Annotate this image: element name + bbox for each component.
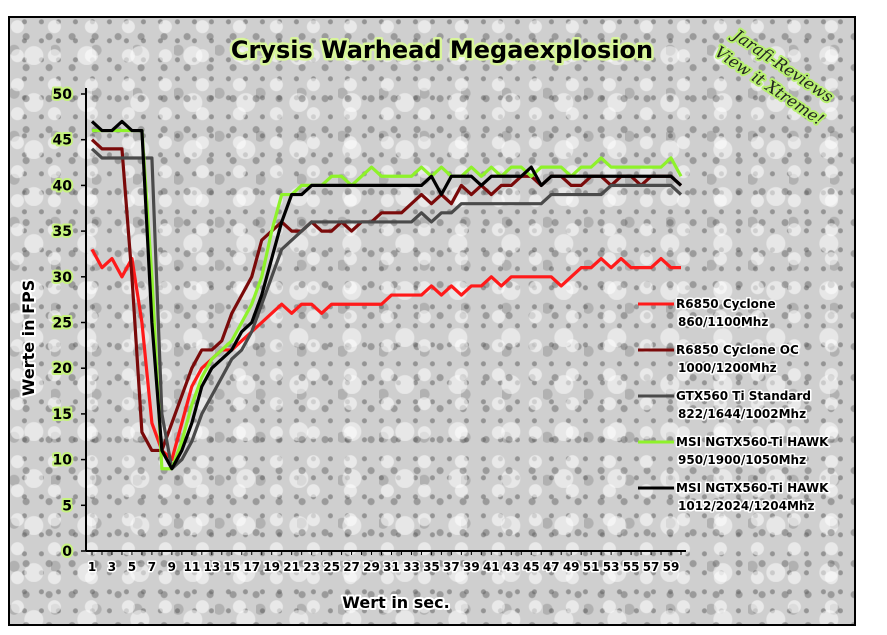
series-line-5 [90,119,683,471]
y-tick-label: 20 [53,361,73,377]
legend-detail-4: 950/1900/1050Mhz [678,453,806,467]
x-tick-label: 35 [423,560,440,574]
x-tick-label: 13 [203,560,220,574]
legend-name-4: MSI NGTX560-Ti HAWK [676,435,829,449]
x-tick-label: 29 [363,560,380,574]
x-tick-label: 11 [183,560,200,574]
x-axis-label: Wert in sec. [342,593,449,612]
x-tick-label: 53 [603,560,620,574]
legend-detail-5: 1012/2024/1204Mhz [678,499,814,513]
x-tick-label: 55 [623,560,640,574]
x-tick-label: 19 [263,560,280,574]
legend-name-1: R6850 Cyclone [676,297,776,311]
series-line-3 [90,147,683,471]
x-tick-label: 21 [283,560,300,574]
y-tick-label: 30 [53,270,73,286]
series-line-1 [90,248,681,462]
legend-name-5: MSI NGTX560-Ti HAWK [676,481,829,495]
y-tick-label: 45 [53,133,72,149]
y-tick-label: 15 [53,407,72,423]
line-chart: Crysis Warhead Megaexplosion Jarafi-Revi… [17,22,839,614]
series-line-4 [92,128,683,471]
legend-detail-3: 822/1644/1002Mhz [678,407,806,421]
x-tick-label: 25 [323,560,340,574]
x-tick-label: 45 [523,560,540,574]
y-tick-label: 35 [53,224,72,240]
series-line-2 [90,138,683,453]
x-tick-label: 47 [543,560,560,574]
y-tick-label: 50 [53,87,73,103]
legend-name-2: R6850 Cyclone OC [676,343,799,357]
legend-detail-2: 1000/1200Mhz [678,361,777,375]
x-tick-label: 59 [663,560,680,574]
x-tick-label: 1 [88,560,96,574]
x-tick-label: 39 [463,560,480,574]
x-tick-label: 41 [483,560,500,574]
x-tick-label: 23 [303,560,320,574]
chart-frame: Crysis Warhead Megaexplosion Jarafi-Revi… [8,16,856,626]
y-tick-label: 25 [53,316,72,332]
y-tick-label: 10 [53,453,73,469]
x-tick-label: 15 [223,560,240,574]
legend-detail-1: 860/1100Mhz [678,315,768,329]
x-tick-label: 5 [128,560,136,574]
y-tick-label: 0 [62,544,72,560]
y-axis-label: Werte in FPS [19,280,38,397]
x-tick-label: 27 [343,560,360,574]
x-tick-label: 37 [443,560,460,574]
y-tick-label: 5 [62,498,72,514]
x-tick-label: 17 [243,560,260,574]
x-tick-label: 9 [168,560,176,574]
x-tick-label: 7 [148,560,156,574]
chart-title: Crysis Warhead Megaexplosion [231,36,653,64]
x-tick-label: 43 [503,560,520,574]
x-tick-label: 33 [403,560,420,574]
x-tick-label: 31 [383,560,400,574]
x-tick-label: 49 [563,560,580,574]
x-tick-label: 3 [108,560,116,574]
y-tick-label: 40 [53,178,73,194]
x-tick-label: 51 [583,560,600,574]
legend-name-3: GTX560 Ti Standard [676,389,811,403]
x-tick-label: 57 [643,560,660,574]
